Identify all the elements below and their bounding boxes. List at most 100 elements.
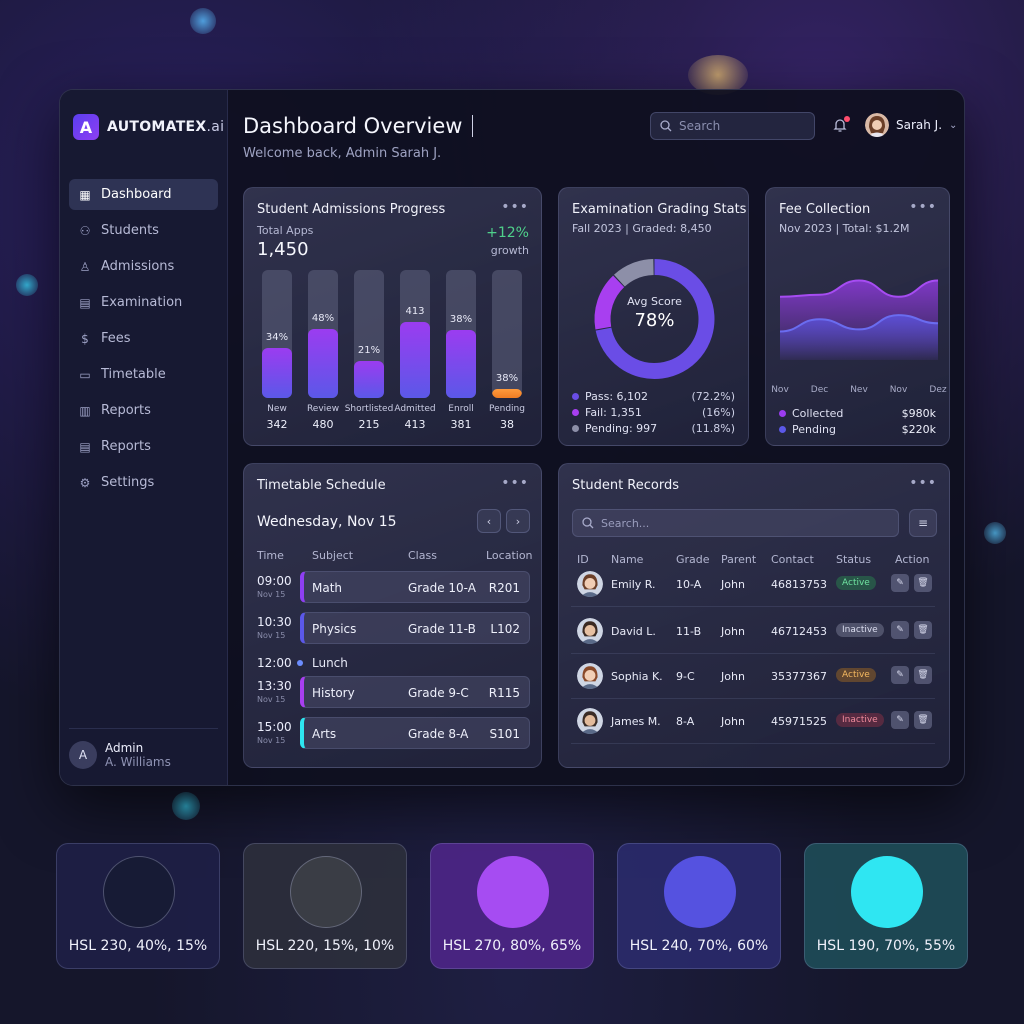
trash-icon: 🗑 — [917, 625, 929, 635]
bar — [400, 322, 430, 398]
table-row[interactable]: James M. 8-A John 45971525 Inactive ✎ 🗑 — [571, 700, 935, 744]
color-swatch[interactable]: HSL 270, 80%, 65% — [430, 843, 594, 969]
legend-dot — [779, 410, 786, 417]
page-subtitle: Welcome back, Admin Sarah J. — [243, 146, 442, 161]
delete-button[interactable]: 🗑 — [914, 574, 932, 592]
card-subtitle: Nov 2023 | Total: $1.2M — [779, 222, 910, 235]
chevron-left-icon: ‹ — [486, 514, 492, 528]
edit-button[interactable]: ✎ — [891, 574, 909, 592]
bar-track — [400, 270, 430, 398]
sidebar-item-fees[interactable]: $ Fees — [69, 323, 218, 354]
more-icon[interactable]: ••• — [909, 199, 937, 215]
delete-button[interactable]: 🗑 — [914, 621, 932, 639]
swatch-label: HSL 190, 70%, 55% — [816, 938, 956, 954]
delete-button[interactable]: 🗑 — [914, 666, 932, 684]
calendar-icon: ▭ — [79, 367, 91, 382]
notification-button[interactable] — [832, 116, 850, 135]
bar-value-label: 413 — [404, 418, 426, 431]
avatar — [577, 708, 603, 734]
legend-percent: (72.2%) — [691, 390, 735, 403]
legend-item: Collected — [779, 407, 843, 420]
bar-category-label: Shortlisted — [344, 404, 394, 414]
avatar: A — [69, 741, 97, 769]
sidebar-item-students[interactable]: ⚇ Students — [69, 215, 218, 246]
brand-logo: A — [73, 114, 99, 140]
edit-button[interactable]: ✎ — [891, 666, 909, 684]
cell-parent: John — [721, 578, 745, 591]
filter-button[interactable]: ≡ — [909, 509, 937, 537]
admin-profile[interactable]: A Admin A. Williams — [69, 728, 218, 769]
chevron-down-icon: ⌄ — [949, 119, 958, 131]
sidebar-item-timetable[interactable]: ▭ Timetable — [69, 359, 218, 390]
swatch-circle — [103, 856, 175, 928]
edit-button[interactable]: ✎ — [891, 711, 909, 729]
table-row[interactable]: David L. 11-B John 46712453 Inactive ✎ 🗑 — [571, 610, 935, 654]
timetable-slot[interactable]: Arts Grade 8-A S101 — [300, 717, 530, 749]
main-content: Dashboard Overview Welcome back, Admin S… — [228, 90, 964, 785]
bar-category-label: New — [267, 404, 287, 414]
status-badge: Inactive — [836, 623, 884, 637]
color-swatch[interactable]: HSL 220, 15%, 10% — [243, 843, 407, 969]
records-search-input[interactable]: Search... — [572, 509, 899, 537]
sidebar-item-admissions[interactable]: ♙ Admissions — [69, 251, 218, 282]
search-placeholder: Search — [679, 119, 721, 133]
sidebar-item-label: Examination — [101, 295, 183, 310]
sidebar-item-label: Fees — [101, 331, 131, 346]
brand[interactable]: A AUTOMATEX.ai — [73, 114, 224, 140]
grid-icon: ▦ — [79, 187, 91, 202]
bar — [262, 348, 292, 398]
x-tick-label: Dez — [929, 385, 947, 395]
user-name: Sarah J. — [896, 118, 943, 132]
slot-class: Grade 8-A — [408, 727, 469, 741]
cell-contact: 46712453 — [771, 625, 827, 638]
more-icon[interactable]: ••• — [501, 199, 529, 215]
swatch-circle — [851, 856, 923, 928]
color-swatch[interactable]: HSL 230, 40%, 15% — [56, 843, 220, 969]
slot-location: S101 — [489, 727, 520, 741]
legend-label: Pending: 997 — [585, 422, 658, 435]
user-menu[interactable]: Sarah J. ⌄ — [865, 113, 957, 137]
sidebar-item-reports[interactable]: ▥ Reports — [69, 395, 218, 426]
table-row[interactable]: Sophia K. 9-C John 35377367 Active ✎ 🗑 — [571, 655, 935, 699]
sidebar-item-label: Settings — [101, 475, 155, 490]
column-header-parent: Parent — [721, 553, 757, 566]
prev-day-button[interactable]: ‹ — [477, 509, 501, 533]
bar-track — [492, 270, 522, 398]
users-icon: ⚇ — [79, 223, 91, 238]
series-line-collected — [779, 279, 939, 298]
avatar — [577, 663, 603, 689]
pencil-icon: ✎ — [896, 578, 904, 588]
more-icon[interactable]: ••• — [501, 475, 529, 491]
pencil-icon: ✎ — [896, 625, 904, 635]
delete-button[interactable]: 🗑 — [914, 711, 932, 729]
status-badge: Inactive — [836, 713, 884, 727]
color-swatch[interactable]: HSL 190, 70%, 55% — [804, 843, 968, 969]
legend-item: Pass: 6,102 — [572, 390, 648, 403]
student-records-card: Student Records ••• Search... ≡ ID Name … — [558, 463, 950, 768]
card-subtitle: Fall 2023 | Graded: 8,450 — [572, 222, 712, 235]
swatch-label: HSL 240, 70%, 60% — [629, 938, 769, 954]
sidebar-item-settings[interactable]: ⚙ Settings — [69, 467, 218, 498]
cell-grade: 11-B — [676, 625, 702, 638]
cell-contact: 46813753 — [771, 578, 827, 591]
color-swatch[interactable]: HSL 240, 70%, 60% — [617, 843, 781, 969]
timetable-slot[interactable]: Math Grade 10-A R201 — [300, 571, 530, 603]
fees-card: Fee Collection ••• Nov 2023 | Total: $1.… — [765, 187, 950, 446]
avatar — [865, 113, 889, 137]
sidebar-item-dashboard[interactable]: ▦ Dashboard — [69, 179, 218, 210]
bar — [446, 330, 476, 398]
slot-date: Nov 15 — [257, 695, 286, 704]
timetable-slot[interactable]: History Grade 9-C R115 — [300, 676, 530, 708]
fee-area-chart — [779, 279, 939, 360]
more-icon[interactable]: ••• — [909, 475, 937, 491]
sidebar-item-reports-2[interactable]: ▤ Reports — [69, 431, 218, 462]
edit-button[interactable]: ✎ — [891, 621, 909, 639]
sidebar-item-label: Dashboard — [101, 187, 172, 202]
sidebar-item-examination[interactable]: ▤ Examination — [69, 287, 218, 318]
search-input[interactable]: Search — [650, 112, 815, 140]
bell-icon — [833, 119, 847, 132]
table-row[interactable]: Emily R. 10-A John 46813753 Active ✎ 🗑 — [571, 563, 935, 607]
column-header-time: Time — [257, 549, 284, 562]
next-day-button[interactable]: › — [506, 509, 530, 533]
timetable-slot[interactable]: Physics Grade 11-B L102 — [300, 612, 530, 644]
